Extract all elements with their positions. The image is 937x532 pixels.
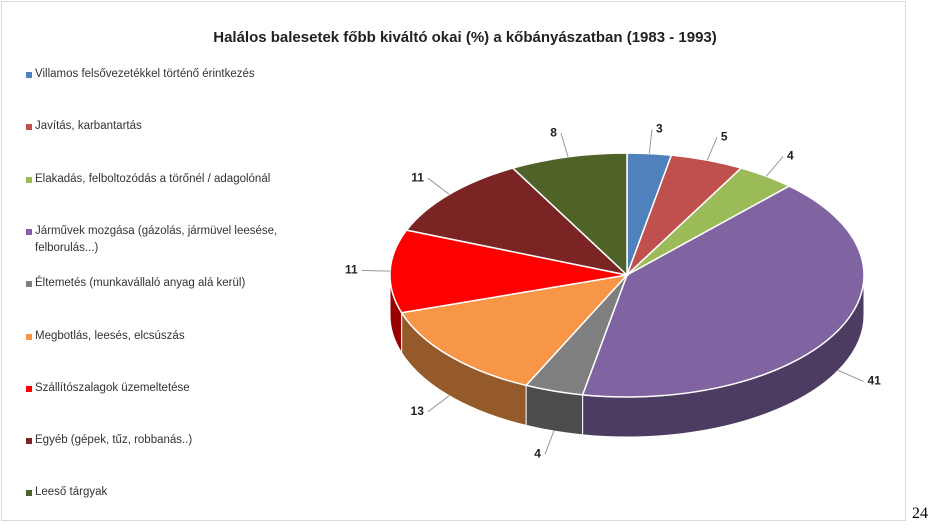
legend-label: Megbotlás, leesés, elcsúszás	[35, 329, 185, 342]
legend-item: Villamos felsővezetékkel történő érintke…	[26, 66, 325, 83]
leader-line	[765, 156, 784, 177]
data-label: 4	[534, 446, 541, 460]
legend-swatch	[26, 333, 32, 340]
legend-item: Javítás, karbantartás	[26, 118, 325, 135]
leader-line	[706, 137, 718, 161]
leader-line	[837, 369, 864, 382]
legend-label: Egyéb (gépek, tűz, robbanás..)	[35, 434, 193, 447]
data-label: 13	[411, 404, 425, 418]
data-label: 5	[721, 129, 728, 143]
legend-swatch	[26, 281, 32, 288]
legend-label: Járművek mozgása (gázolás, jármüvel lees…	[35, 224, 278, 254]
slice	[400, 273, 630, 387]
legend-label: Leeső tárgyak	[35, 486, 108, 499]
legend-item: Leeső tárgyak	[26, 484, 325, 501]
legend-swatch	[26, 176, 32, 183]
legend-item: Egyéb (gépek, tűz, robbanás..)	[26, 432, 325, 449]
chart-title: Halálos balesetek főbb kiváltó okai (%) …	[213, 29, 717, 46]
legend-swatch	[26, 385, 32, 392]
data-label: 11	[345, 263, 358, 277]
leader-line	[427, 395, 450, 413]
chart-frame	[1, 1, 906, 521]
legend-label: Javítás, karbantartás	[35, 120, 142, 133]
legend-item: Éltemetés (munkavállaló anyag alá kerül)	[26, 275, 325, 292]
data-label: 3	[656, 121, 663, 135]
data-label: 8	[550, 125, 557, 139]
leader-line	[560, 133, 569, 157]
legend-label: Éltemetés (munkavállaló anyag alá kerül)	[35, 277, 246, 290]
legend-item: Megbotlás, leesés, elcsúszás	[26, 328, 325, 345]
slice	[389, 229, 628, 314]
legend-label: Villamos felsővezetékkel történő érintke…	[35, 68, 255, 80]
data-label: 4	[787, 149, 794, 163]
legend-item: Elakadás, felboltozódás a törőnél / adag…	[26, 171, 325, 188]
slice	[405, 167, 630, 277]
legend-label: Szállítószalagok üzemeltetése	[35, 381, 190, 394]
legend-swatch	[26, 72, 32, 78]
legend-label: Elakadás, felboltozódás a törőnél / adag…	[35, 172, 271, 185]
leader-line	[427, 177, 450, 195]
leader-line	[361, 269, 391, 272]
leader-line	[648, 129, 653, 154]
legend-swatch	[26, 438, 32, 445]
legend-item: Járművek mozgása (gázolás, jármüvel lees…	[26, 223, 325, 257]
page-number: 24	[912, 505, 928, 522]
leader-line	[544, 430, 555, 455]
legend-item: Szállítószalagok üzemeltetése	[26, 380, 325, 397]
data-label: 41	[868, 374, 882, 388]
legend-swatch	[26, 124, 32, 131]
chart: Halálos balesetek főbb kiváltó okai (%) …	[213, 29, 882, 460]
slice	[511, 152, 628, 277]
legend-swatch	[26, 490, 32, 497]
legend-swatch	[26, 228, 32, 235]
data-label: 11	[411, 170, 424, 184]
slice	[581, 185, 865, 398]
